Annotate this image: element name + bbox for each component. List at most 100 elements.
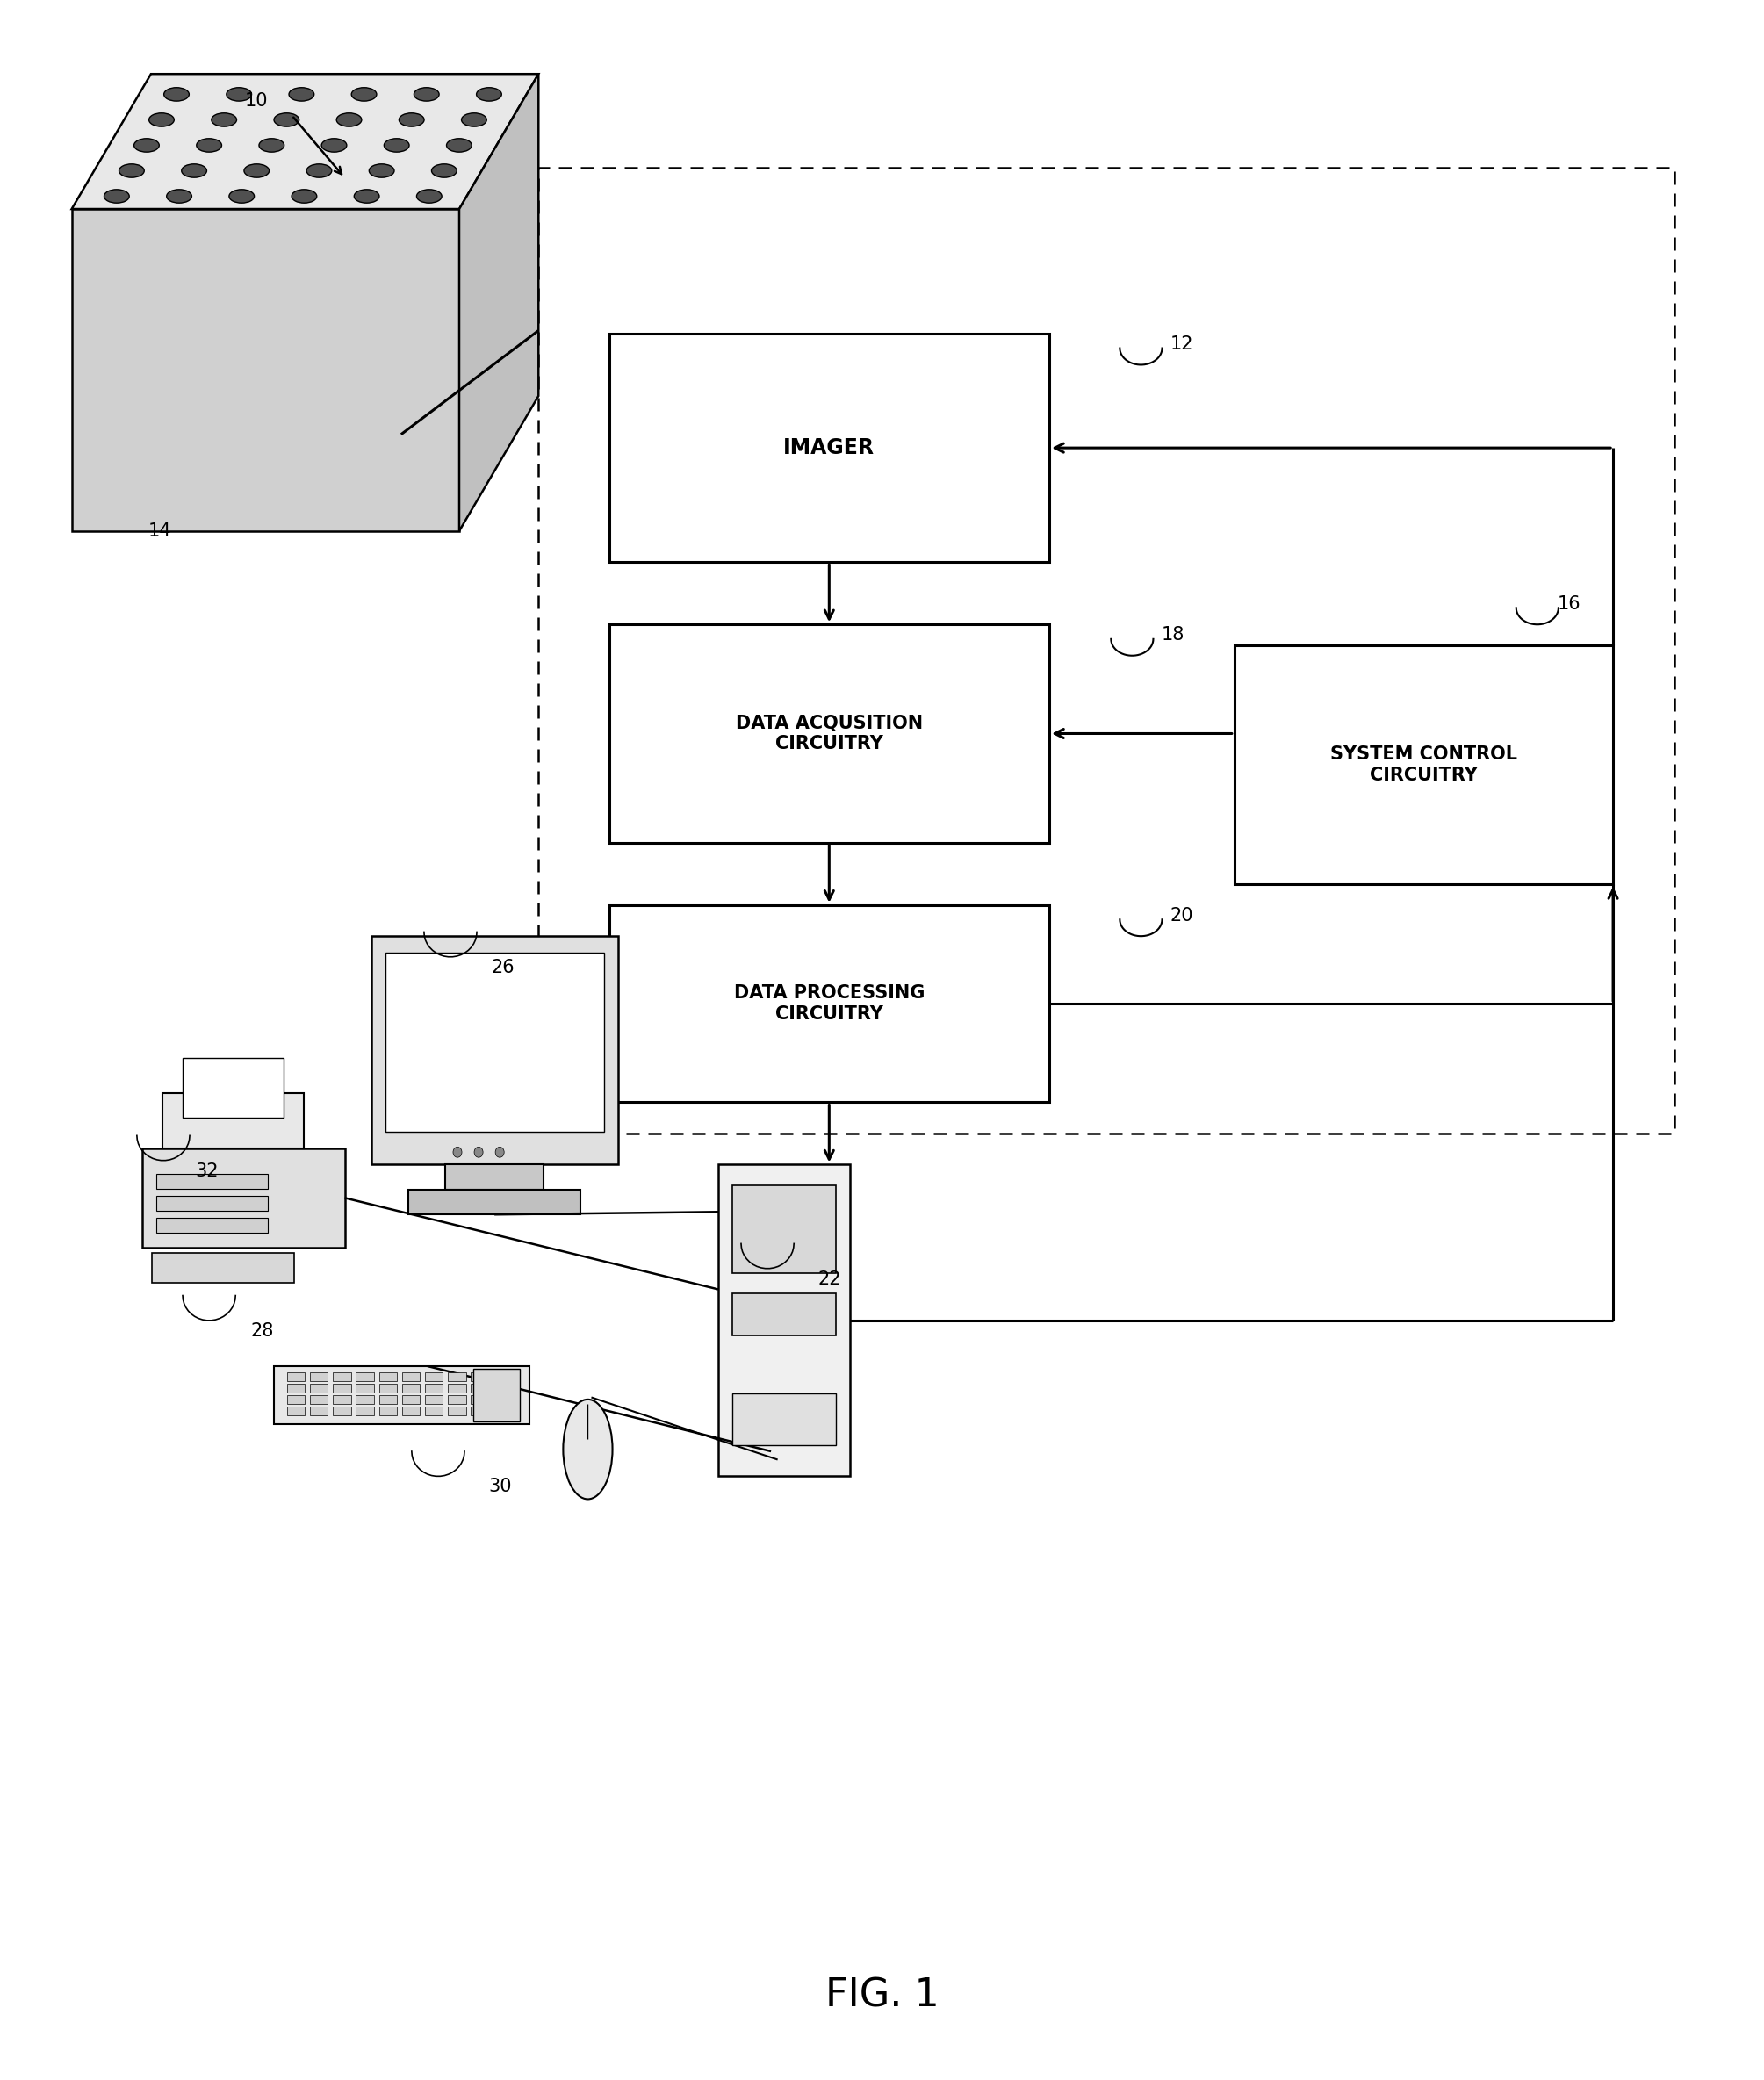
Polygon shape — [459, 75, 538, 530]
Ellipse shape — [432, 164, 457, 177]
Bar — [310, 1406, 328, 1416]
Bar — [494, 1383, 512, 1392]
Ellipse shape — [369, 164, 393, 177]
Text: DATA ACQUSITION
CIRCUITRY: DATA ACQUSITION CIRCUITRY — [736, 716, 923, 753]
Bar — [183, 1059, 284, 1119]
Ellipse shape — [166, 189, 192, 204]
Bar — [609, 905, 1050, 1102]
Ellipse shape — [416, 189, 441, 204]
Bar — [288, 1406, 305, 1416]
Bar — [538, 166, 1674, 1134]
Ellipse shape — [475, 1146, 483, 1156]
Ellipse shape — [226, 87, 252, 102]
Ellipse shape — [385, 139, 409, 152]
Text: 20: 20 — [1170, 907, 1192, 924]
Bar — [494, 1406, 512, 1416]
Bar — [471, 1373, 489, 1381]
Bar — [471, 1396, 489, 1404]
Text: 12: 12 — [1170, 335, 1192, 354]
Ellipse shape — [496, 1146, 505, 1156]
Bar — [333, 1396, 351, 1404]
Ellipse shape — [243, 164, 270, 177]
Bar — [370, 936, 617, 1165]
Bar — [152, 1252, 295, 1283]
Bar — [356, 1383, 374, 1392]
Ellipse shape — [148, 112, 175, 127]
Bar — [143, 1148, 344, 1248]
Bar — [471, 1406, 489, 1416]
Bar — [473, 1369, 519, 1421]
Ellipse shape — [415, 87, 439, 102]
Polygon shape — [72, 208, 459, 530]
Bar — [288, 1373, 305, 1381]
Bar — [609, 624, 1050, 842]
Bar — [157, 1217, 268, 1233]
Bar — [425, 1406, 443, 1416]
Text: 26: 26 — [492, 959, 515, 976]
Ellipse shape — [196, 139, 222, 152]
Bar — [448, 1383, 466, 1392]
Bar — [494, 1373, 512, 1381]
Bar — [379, 1383, 397, 1392]
Ellipse shape — [104, 189, 129, 204]
Ellipse shape — [212, 112, 236, 127]
Bar — [732, 1186, 836, 1273]
Bar — [157, 1196, 268, 1211]
Bar — [310, 1383, 328, 1392]
Bar — [385, 953, 603, 1132]
Bar — [425, 1373, 443, 1381]
Bar — [425, 1396, 443, 1404]
Ellipse shape — [259, 139, 284, 152]
Bar — [445, 1165, 543, 1190]
Ellipse shape — [462, 112, 487, 127]
Bar — [471, 1383, 489, 1392]
Bar — [732, 1294, 836, 1335]
Ellipse shape — [229, 189, 254, 204]
Bar — [718, 1165, 850, 1477]
Text: 22: 22 — [817, 1271, 841, 1288]
Bar — [356, 1406, 374, 1416]
Bar — [1235, 645, 1612, 884]
Bar — [288, 1383, 305, 1392]
Bar — [732, 1394, 836, 1446]
Bar — [379, 1373, 397, 1381]
Bar — [402, 1373, 420, 1381]
Ellipse shape — [118, 164, 145, 177]
Ellipse shape — [273, 112, 300, 127]
Bar — [494, 1396, 512, 1404]
Bar — [333, 1373, 351, 1381]
Ellipse shape — [289, 87, 314, 102]
Text: 18: 18 — [1161, 626, 1184, 643]
Ellipse shape — [134, 139, 159, 152]
Bar — [402, 1383, 420, 1392]
Bar — [448, 1396, 466, 1404]
Bar — [379, 1396, 397, 1404]
Bar — [402, 1406, 420, 1416]
Bar — [333, 1383, 351, 1392]
Ellipse shape — [164, 87, 189, 102]
Ellipse shape — [182, 164, 206, 177]
Bar — [288, 1396, 305, 1404]
Text: 10: 10 — [245, 92, 268, 110]
Bar — [162, 1094, 303, 1148]
Text: 16: 16 — [1558, 595, 1581, 612]
Bar — [425, 1383, 443, 1392]
Bar — [402, 1396, 420, 1404]
Ellipse shape — [563, 1400, 612, 1500]
Ellipse shape — [307, 164, 332, 177]
Ellipse shape — [476, 87, 501, 102]
Bar — [333, 1406, 351, 1416]
Bar — [310, 1373, 328, 1381]
Bar — [448, 1406, 466, 1416]
Bar — [448, 1373, 466, 1381]
Polygon shape — [72, 75, 538, 208]
Bar — [356, 1396, 374, 1404]
Bar — [379, 1406, 397, 1416]
Text: DATA PROCESSING
CIRCUITRY: DATA PROCESSING CIRCUITRY — [734, 984, 924, 1023]
Bar — [356, 1373, 374, 1381]
Ellipse shape — [351, 87, 376, 102]
Bar — [157, 1173, 268, 1190]
Text: 28: 28 — [250, 1323, 273, 1340]
Ellipse shape — [337, 112, 362, 127]
Text: FIG. 1: FIG. 1 — [826, 1976, 938, 2016]
